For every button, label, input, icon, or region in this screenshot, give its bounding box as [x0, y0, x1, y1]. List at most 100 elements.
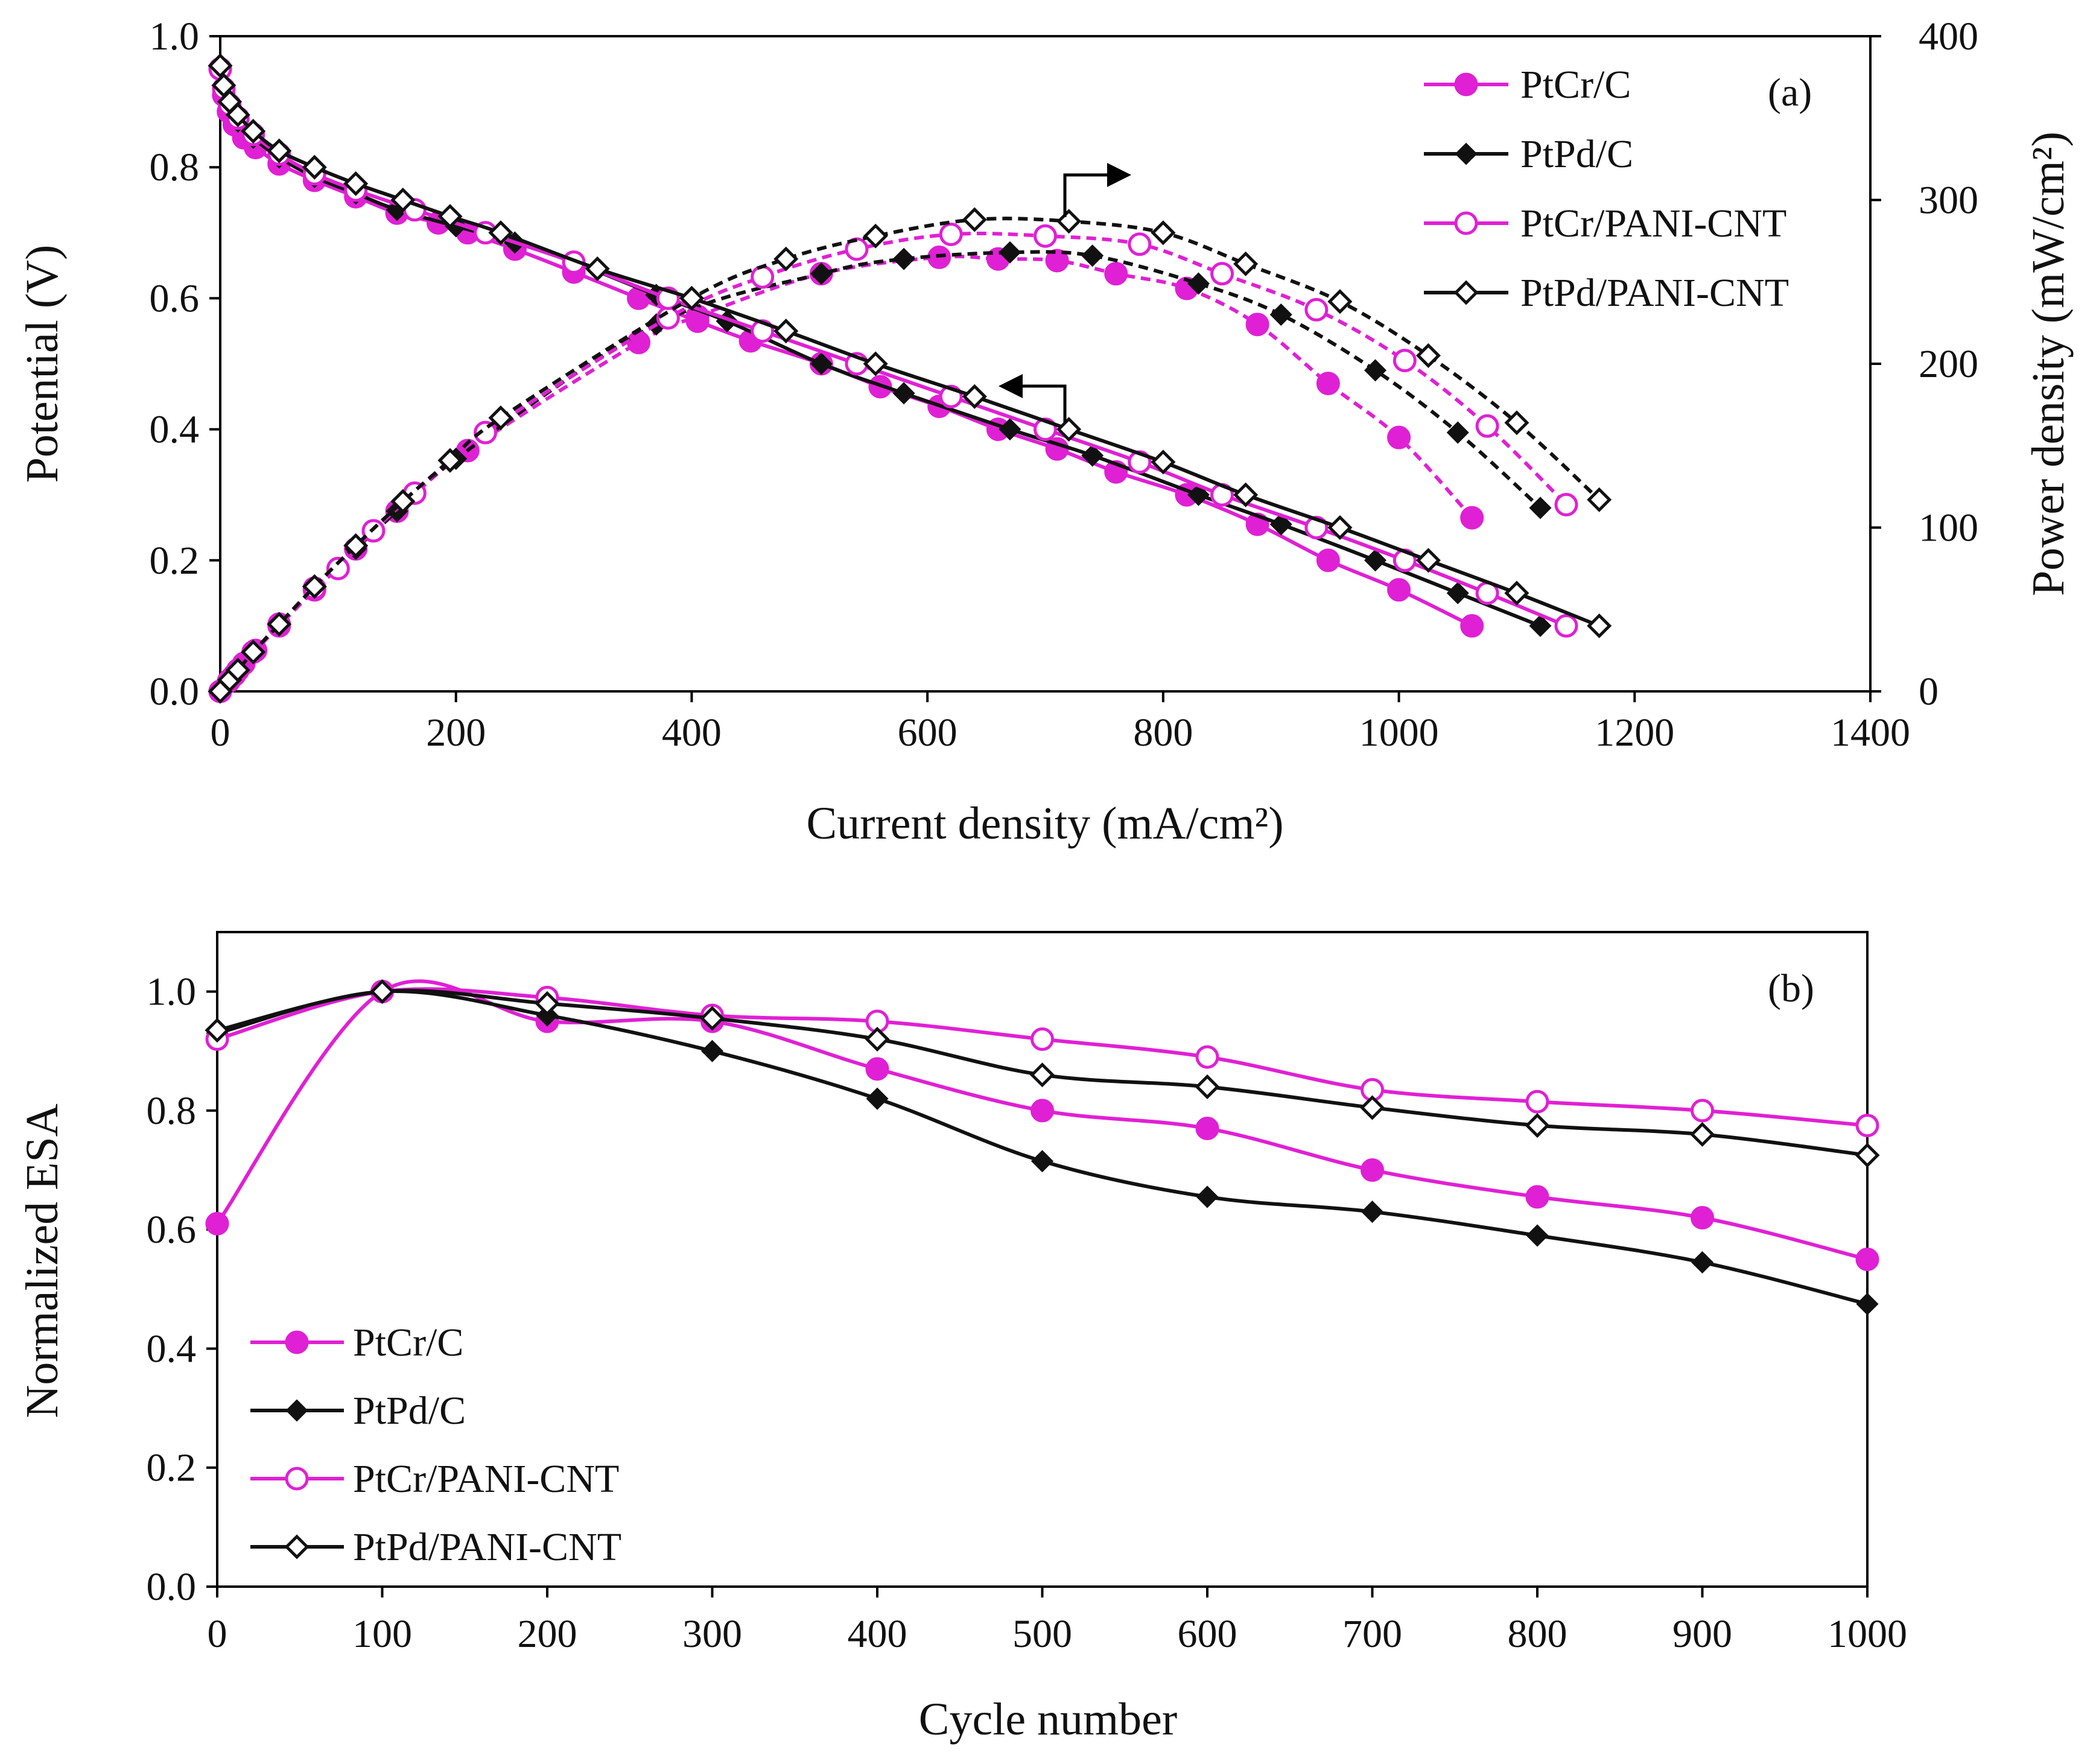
power-data-point — [326, 556, 350, 580]
polarization-data-point — [863, 351, 888, 376]
panel-b-series — [205, 979, 1880, 1316]
esa-data-point — [1855, 1248, 1879, 1271]
power-data-point — [302, 574, 327, 599]
legend-label: PtPd/PANI-CNT — [1520, 271, 1789, 315]
x-tick-label: 800 — [1133, 711, 1193, 755]
power-data-point — [1128, 232, 1152, 256]
y-tick-label: 0.2 — [150, 539, 200, 583]
power-data-point — [1245, 313, 1269, 337]
legend-swatch-marker — [1454, 72, 1478, 97]
power-data-point — [1393, 349, 1417, 373]
power-data-point — [1327, 289, 1353, 314]
series-ptpd-pani-cnt — [205, 979, 1880, 1168]
x-tick-label: 800 — [1508, 1612, 1567, 1656]
power-data-point — [999, 241, 1021, 264]
power-data-point — [863, 223, 888, 249]
esa-data-point — [1361, 1201, 1384, 1223]
power-data-point — [939, 223, 963, 247]
power-data-point — [1587, 487, 1612, 512]
x-tick-label: 0 — [211, 711, 230, 755]
power-data-point — [1210, 262, 1234, 286]
power-data-point — [845, 237, 869, 261]
legend-swatch-marker — [1453, 280, 1479, 305]
polarization-data-point — [1529, 614, 1552, 637]
y-tick-label: 1.0 — [147, 970, 197, 1014]
esa-data-point — [1359, 1095, 1385, 1120]
polarization-data-point — [1504, 580, 1529, 606]
panel-a-y2-axis-title: Power density (mW/cm²) — [2023, 132, 2074, 596]
power-data-point — [267, 612, 292, 637]
esa-series-line — [215, 979, 1868, 1261]
power-data-point — [1304, 297, 1329, 322]
polarization-data-point — [208, 53, 233, 78]
polarization-data-point — [1233, 482, 1259, 507]
x-tick-label: 400 — [848, 1612, 907, 1656]
esa-data-point — [866, 1087, 889, 1110]
polarization-data-point — [1587, 613, 1612, 638]
legend-label: PtPd/PANI-CNT — [353, 1525, 621, 1569]
power-data-point — [1475, 414, 1499, 438]
series-ptpd-pani-cnt — [208, 53, 1612, 704]
power-data-point — [241, 639, 266, 665]
x-tick-label: 300 — [682, 1612, 742, 1656]
panel-a-annotations — [999, 163, 1131, 422]
power-data-point — [1151, 220, 1176, 246]
y-tick-label: 0.0 — [147, 1565, 197, 1609]
power-data-point — [1187, 272, 1210, 295]
esa-data-point — [1361, 1158, 1384, 1182]
polarization-data-point — [1387, 578, 1411, 602]
power-data-point — [962, 207, 987, 232]
polarization-data-point — [1316, 548, 1340, 573]
polarization-data-point — [773, 319, 799, 344]
legend-label: PtPd/C — [1520, 132, 1633, 176]
power-data-point — [437, 448, 463, 473]
polarization-data-point — [1460, 614, 1484, 638]
panel-b-legend: PtCr/C PtPd/C PtCr/PANI-CNT PtPd/PANI-CNT — [250, 1321, 621, 1569]
esa-data-point — [1195, 1117, 1219, 1140]
panel-a-ticks: 0 200 400 600 800 1000 1200 14000.00.20.40.60.8… — [150, 14, 1979, 755]
power-data-point — [390, 489, 416, 514]
esa-data-point — [369, 979, 395, 1004]
esa-data-point — [865, 1027, 890, 1052]
x-tick-label: 1000 — [1359, 711, 1439, 755]
x-tick-label: 600 — [898, 711, 957, 755]
power-axis-arrow-icon — [1063, 173, 1110, 217]
legend-label: PtPd/C — [353, 1389, 466, 1433]
y-tick-label: 1.0 — [150, 14, 200, 59]
panel-a-y-axis-title: Potential (V) — [17, 245, 68, 483]
power-data-point — [225, 658, 250, 683]
power-data-point — [1034, 224, 1057, 248]
esa-data-point — [1031, 1099, 1054, 1123]
esa-data-point — [1525, 1113, 1550, 1138]
y2-tick-label: 0 — [1919, 670, 1939, 714]
y-tick-label: 0.4 — [150, 408, 200, 452]
power-data-point — [1269, 303, 1292, 326]
power-data-point — [1446, 421, 1469, 444]
power-data-point — [1387, 425, 1411, 449]
polarization-data-point — [437, 204, 463, 229]
panel-b-label: (b) — [1768, 966, 1814, 1010]
panel-b-y-axis-title: Normalized ESA — [17, 1103, 68, 1418]
esa-data-point — [1855, 1114, 1879, 1138]
power-data-point — [1504, 410, 1529, 436]
esa-data-point — [1195, 1074, 1220, 1099]
y2-tick-label: 100 — [1919, 506, 1978, 550]
x-tick-label: 100 — [352, 1612, 412, 1656]
legend-swatch-marker — [285, 1330, 309, 1354]
polarization-data-point — [1327, 515, 1353, 541]
y-tick-label: 0.6 — [150, 276, 200, 320]
x-tick-label: 200 — [426, 711, 486, 755]
y2-tick-label: 300 — [1919, 179, 1978, 223]
power-data-point — [1104, 262, 1128, 286]
y2-tick-label: 400 — [1919, 14, 1978, 59]
power-data-point — [474, 420, 498, 445]
esa-data-point — [205, 1211, 229, 1236]
series-ptcr-c — [205, 979, 1879, 1271]
y-tick-label: 0.0 — [150, 670, 200, 714]
esa-data-point — [1195, 1045, 1219, 1069]
y-tick-label: 0.8 — [147, 1089, 197, 1133]
power-data-point — [773, 246, 799, 271]
polarization-data-point — [1446, 582, 1469, 604]
